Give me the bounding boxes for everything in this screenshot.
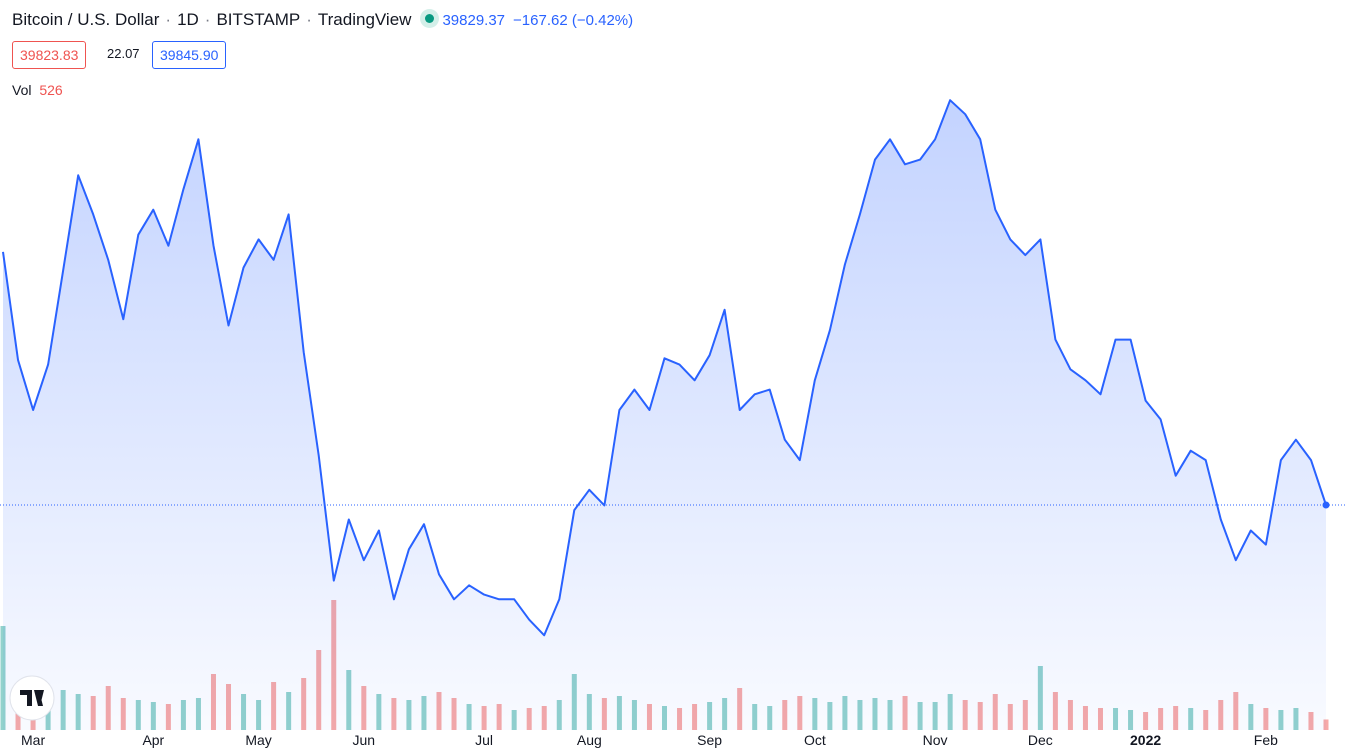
x-tick-label: Nov xyxy=(923,732,948,748)
tv-logo xyxy=(9,675,55,721)
last-price: 39829.37 xyxy=(442,12,506,29)
volume-legend: Vol 526 xyxy=(12,82,63,98)
x-tick-label: Aug xyxy=(577,732,602,748)
x-tick-label: May xyxy=(245,732,271,748)
status-dot xyxy=(425,14,435,23)
area xyxy=(3,100,1326,730)
last-point xyxy=(1322,501,1330,509)
interval: 1D xyxy=(159,10,198,29)
x-tick-label: Apr xyxy=(142,732,164,748)
volume-label: Vol xyxy=(12,82,32,98)
bid[interactable]: 39823.83 xyxy=(12,41,87,69)
header: Bitcoin / U.S. Dollar1DBITSTAMPTradingVi… xyxy=(12,10,633,30)
x-tick-label: Jul xyxy=(475,732,493,748)
x-tick-label: Oct xyxy=(804,732,826,748)
spread: 22.07 xyxy=(107,46,140,61)
price-line xyxy=(2,99,1327,637)
x-tick-label: Mar xyxy=(21,732,45,748)
change: −167.62 (−0.42%) xyxy=(513,12,634,29)
x-tick-label: Sep xyxy=(697,732,722,748)
symbol: Bitcoin / U.S. Dollar xyxy=(12,10,160,29)
volume-last: 526 xyxy=(39,82,63,98)
ask[interactable]: 39845.90 xyxy=(152,41,227,69)
x-tick-label: 2022 xyxy=(1130,732,1161,748)
x-tick-label: Jun xyxy=(353,732,376,748)
source: TradingView xyxy=(300,10,411,29)
x-tick-label: Dec xyxy=(1028,732,1053,748)
exchange: BITSTAMP xyxy=(199,10,300,29)
x-tick-label: Feb xyxy=(1254,732,1278,748)
